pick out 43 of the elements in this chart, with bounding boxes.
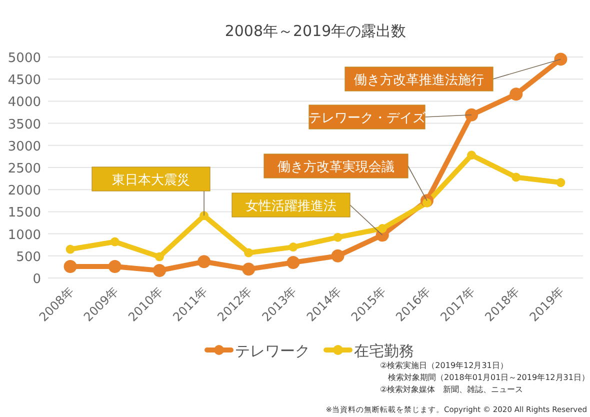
point (152, 264, 166, 277)
y-tick-label: 3000 (8, 139, 41, 154)
legend-label: テレワーク (235, 342, 310, 360)
y-tick-label: 5000 (8, 51, 41, 66)
point (154, 252, 164, 262)
point (467, 150, 476, 160)
point (554, 52, 568, 66)
point (286, 256, 300, 270)
chart-title: 2008年～2019年の露出数 (224, 22, 406, 40)
point (108, 260, 122, 274)
point (244, 248, 254, 258)
point (378, 224, 387, 233)
point (64, 260, 77, 274)
y-tick-label: 0 (32, 272, 41, 287)
point (200, 211, 209, 220)
point (465, 108, 478, 122)
y-tick-label: 1000 (8, 228, 41, 243)
annotation: 女性活躍推進法 (246, 199, 336, 214)
point (331, 249, 344, 262)
point (198, 255, 211, 268)
point (110, 237, 120, 246)
y-tick-label: 2500 (8, 162, 41, 176)
annotation: 東日本大震災 (112, 173, 190, 188)
point (510, 88, 523, 101)
y-tick-label: 500 (16, 250, 41, 265)
annotation: テレワーク・デイズ (308, 111, 426, 126)
annotation: 働き方改革推進法施行 (354, 72, 484, 88)
annotation: 働き方改革実現会議 (278, 159, 394, 175)
y-tick-label: 2000 (8, 184, 41, 199)
point (556, 178, 566, 188)
legend-label: 在宅勤務 (354, 342, 414, 360)
point (288, 242, 298, 252)
point (512, 172, 521, 182)
point (333, 232, 342, 242)
point (66, 244, 75, 254)
y-tick-label: 4000 (8, 95, 41, 110)
point (242, 262, 256, 276)
y-tick-label: 3500 (8, 117, 41, 132)
y-tick-label: 4500 (8, 73, 41, 88)
y-tick-label: 1500 (8, 206, 41, 221)
text: ②検索対象媒体 新聞、雑誌、ニュース (380, 385, 524, 394)
text: 検索対象期間（2018年01月01日～2019年12月31日） (388, 373, 590, 382)
text: ②検索実施日（2019年12月31日） (380, 361, 508, 370)
